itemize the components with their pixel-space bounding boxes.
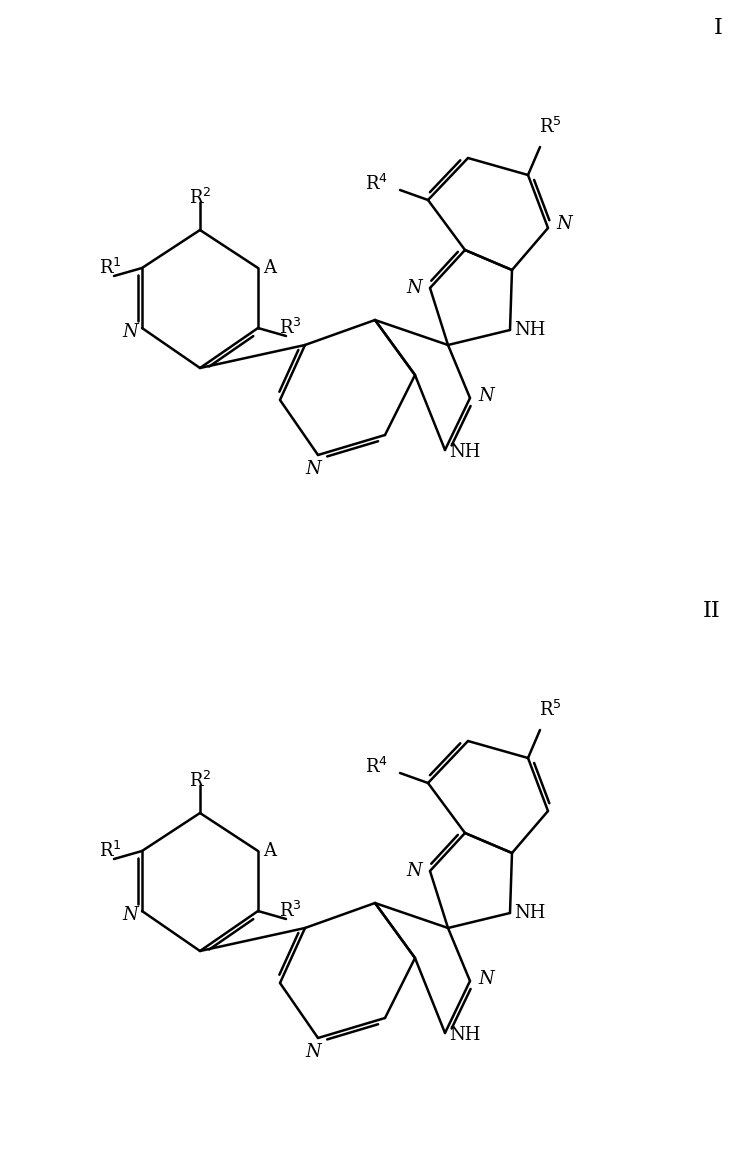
- Text: R$^4$: R$^4$: [365, 757, 387, 777]
- Text: NH: NH: [514, 904, 545, 922]
- Text: II: II: [703, 600, 721, 621]
- Text: R$^2$: R$^2$: [189, 188, 211, 208]
- Text: R$^2$: R$^2$: [189, 771, 211, 791]
- Text: N: N: [122, 906, 138, 923]
- Text: N: N: [556, 215, 572, 233]
- Text: R$^1$: R$^1$: [98, 841, 122, 861]
- Text: N: N: [478, 387, 494, 405]
- Text: R$^3$: R$^3$: [279, 318, 301, 338]
- Text: N: N: [406, 862, 422, 880]
- Text: R$^4$: R$^4$: [365, 174, 387, 194]
- Text: NH: NH: [449, 443, 480, 461]
- Text: A: A: [263, 259, 277, 278]
- Text: N: N: [122, 323, 138, 340]
- Text: R$^5$: R$^5$: [539, 700, 561, 721]
- Text: I: I: [714, 17, 722, 38]
- Text: N: N: [478, 970, 494, 988]
- Text: R$^1$: R$^1$: [98, 258, 122, 278]
- Text: R$^3$: R$^3$: [279, 901, 301, 921]
- Text: R$^5$: R$^5$: [539, 117, 561, 138]
- Text: N: N: [305, 461, 321, 478]
- Text: NH: NH: [514, 321, 545, 339]
- Text: N: N: [406, 279, 422, 297]
- Text: N: N: [305, 1044, 321, 1061]
- Text: A: A: [263, 842, 277, 861]
- Text: NH: NH: [449, 1026, 480, 1044]
